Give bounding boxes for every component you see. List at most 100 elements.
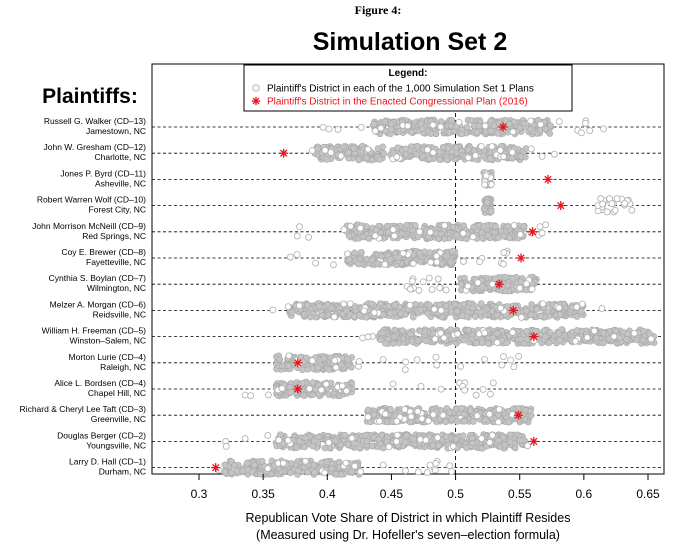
simulation-point-outlier — [432, 459, 440, 467]
simulation-point — [471, 313, 479, 321]
simulation-point — [493, 311, 501, 319]
simulation-point-outlier — [402, 358, 410, 366]
x-axis-label-line2: (Measured using Dr. Hofeller's seven–ele… — [256, 528, 560, 542]
simulation-point-outlier — [476, 258, 483, 266]
simulation-point-outlier — [434, 275, 442, 283]
simulation-point-outlier — [385, 443, 393, 451]
simulation-point — [279, 440, 287, 448]
simulation-point-outlier — [305, 233, 312, 241]
simulation-point — [399, 327, 406, 334]
simulation-point — [465, 146, 472, 153]
simulation-point — [449, 223, 457, 231]
simulation-point-outlier — [424, 146, 431, 154]
simulation-point-outlier — [510, 363, 518, 371]
simulation-point — [355, 260, 362, 268]
simulation-point-outlier — [404, 122, 412, 130]
simulation-point-outlier — [613, 195, 621, 203]
simulation-point — [465, 326, 472, 334]
simulation-point-outlier — [431, 466, 439, 474]
simulation-point — [500, 433, 507, 441]
simulation-point-outlier — [464, 282, 472, 290]
simulation-point — [533, 306, 541, 313]
simulation-point — [523, 328, 530, 335]
simulation-point-outlier — [489, 379, 497, 387]
simulation-point — [612, 327, 620, 335]
enacted-marker-row-2 — [279, 148, 289, 158]
simulation-point — [616, 334, 624, 342]
simulation-point — [546, 130, 554, 137]
simulation-point — [356, 444, 363, 452]
simulation-point-outlier — [493, 339, 501, 347]
simulation-point — [368, 156, 376, 164]
simulation-point — [348, 468, 356, 475]
simulation-point-outlier — [401, 366, 409, 373]
simulation-point — [424, 310, 431, 317]
simulation-point-outlier — [425, 274, 433, 282]
simulation-point-outlier — [477, 142, 485, 150]
plaintiff-name: John Morrison McNeill (CD–9) — [32, 221, 146, 231]
simulation-point — [458, 404, 465, 412]
simulation-point-outlier — [524, 442, 532, 450]
simulation-point — [399, 335, 407, 343]
simulation-point-outlier — [457, 362, 465, 370]
simulation-point-outlier — [510, 221, 518, 229]
simulation-point-outlier — [407, 413, 415, 421]
simulation-point-outlier — [469, 233, 477, 241]
simulation-point-outlier — [264, 391, 272, 399]
simulation-point — [413, 151, 420, 158]
simulation-point-outlier — [419, 278, 427, 286]
simulation-point-outlier — [356, 224, 364, 232]
simulation-point-outlier — [308, 357, 316, 365]
simulation-point — [403, 221, 411, 229]
simulation-point-outlier — [357, 468, 365, 476]
simulation-point-outlier — [393, 417, 401, 425]
simulation-point — [492, 275, 499, 282]
simulation-point — [508, 154, 516, 162]
simulation-point-outlier — [437, 306, 445, 314]
simulation-point-outlier — [426, 228, 434, 236]
simulation-point-outlier — [321, 146, 329, 154]
simulation-point-outlier — [542, 221, 550, 229]
simulation-point-outlier — [408, 277, 416, 285]
simulation-point-outlier — [305, 385, 313, 393]
simulation-point-outlier — [364, 145, 372, 153]
simulation-point-outlier — [416, 228, 423, 236]
simulation-point — [279, 362, 286, 370]
simulation-point-outlier — [509, 329, 517, 336]
simulation-point — [328, 465, 335, 473]
simulation-point — [442, 418, 449, 426]
simulation-point-outlier — [488, 431, 496, 439]
simulation-point-outlier — [390, 232, 398, 240]
simulation-point — [473, 129, 481, 136]
simulation-point — [478, 339, 486, 346]
simulation-point — [527, 311, 535, 319]
simulation-point-outlier — [516, 231, 524, 238]
simulation-point-outlier — [286, 253, 294, 261]
simulation-point-outlier — [499, 353, 507, 361]
simulation-point — [410, 313, 417, 321]
simulation-point — [460, 336, 468, 344]
simulation-point-outlier — [500, 260, 508, 268]
simulation-point — [288, 309, 296, 316]
simulation-point-outlier — [317, 386, 325, 394]
simulation-point-outlier — [430, 305, 438, 313]
plaintiff-name: John W. Gresham (CD–12) — [43, 142, 146, 152]
simulation-point — [488, 307, 496, 315]
simulation-point-outlier — [517, 313, 525, 321]
plaintiff-name: Coy E. Brewer (CD–8) — [61, 247, 146, 257]
enacted-marker-row-9 — [529, 332, 539, 342]
simulation-point-outlier — [500, 153, 507, 161]
simulation-point-outlier — [437, 329, 445, 337]
plaintiff-city: Asheville, NC — [95, 178, 146, 188]
simulation-point-outlier — [611, 206, 619, 214]
simulation-point-outlier — [355, 357, 363, 365]
enacted-marker-row-11 — [293, 384, 303, 394]
simulation-point — [339, 310, 346, 318]
simulation-point-outlier — [479, 386, 487, 393]
simulation-point-outlier — [241, 391, 249, 399]
simulation-point — [355, 156, 363, 163]
x-tick-label: 0.55 — [508, 487, 532, 501]
plaintiff-labels: Russell G. Walker (CD–13)Jamestown, NC Jo… — [20, 116, 147, 477]
simulation-point — [482, 416, 489, 424]
simulation-point-outlier — [555, 118, 563, 126]
